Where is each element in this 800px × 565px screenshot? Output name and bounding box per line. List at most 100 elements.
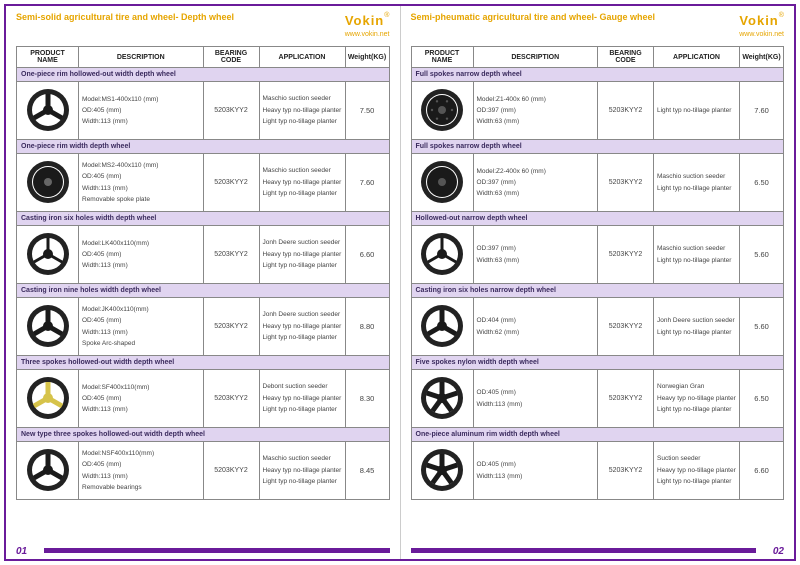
col-bcode: BEARING CODE <box>203 47 259 68</box>
bearing-code-cell: 5203KYY2 <box>598 226 654 284</box>
bearing-code-cell: 5203KYY2 <box>203 82 259 140</box>
brand-url: www.vokin.net <box>345 31 390 38</box>
wheel-icon <box>26 304 70 348</box>
wheel-icon <box>26 232 70 276</box>
product-row: Model:MS2-400x110 (mm)OD:405 (mm)Width:1… <box>17 154 390 212</box>
section-row: New type three spokes hollowed-out width… <box>17 428 390 442</box>
section-row: One-piece rim hollowed-out width depth w… <box>17 68 390 82</box>
weight-cell: 7.60 <box>345 154 389 212</box>
product-image-cell <box>17 82 79 140</box>
page-title-left: Semi-solid agricultural tire and wheel- … <box>16 12 234 22</box>
section-row: Five spokes nylon width depth wheel <box>411 356 784 370</box>
description-cell: Model:SF400x110(mm)OD:405 (mm)Width:113 … <box>79 370 204 428</box>
brand-block: Vokin® www.vokin.net <box>739 12 784 38</box>
col-app: APPLICATION <box>259 47 345 68</box>
section-row: Casting iron nine holes width depth whee… <box>17 284 390 298</box>
description-cell: Model:MS1-400x110 (mm)OD:405 (mm)Width:1… <box>79 82 204 140</box>
description-cell: OD:405 (mm)Width:113 (mm) <box>473 442 598 500</box>
section-row: Full spokes narrow depth wheel <box>411 140 784 154</box>
product-image-cell <box>17 370 79 428</box>
footer-bar <box>44 548 390 553</box>
section-title: Hollowed-out narrow depth wheel <box>411 212 784 226</box>
description-cell: OD:404 (mm)Width:62 (mm) <box>473 298 598 356</box>
product-row: Model:Z1-400x 60 (mm)OD:397 (mm)Width:63… <box>411 82 784 140</box>
product-row: Model:MS1-400x110 (mm)OD:405 (mm)Width:1… <box>17 82 390 140</box>
bearing-code-cell: 5203KYY2 <box>598 82 654 140</box>
bearing-code-cell: 5203KYY2 <box>203 298 259 356</box>
description-cell: Model:JK400x110(mm)OD:405 (mm)Width:113 … <box>79 298 204 356</box>
col-app: APPLICATION <box>654 47 740 68</box>
application-cell: Maschio suction seederLight typ no-tilla… <box>654 154 740 212</box>
reg-mark: ® <box>384 12 389 19</box>
product-table-left: PRODUCT NAME DESCRIPTION BEARING CODE AP… <box>16 46 390 500</box>
product-row: OD:405 (mm)Width:113 (mm)5203KYY2Norwegi… <box>411 370 784 428</box>
col-desc: DESCRIPTION <box>79 47 204 68</box>
weight-cell: 8.45 <box>345 442 389 500</box>
bearing-code-cell: 5203KYY2 <box>203 442 259 500</box>
description-cell: Model:MS2-400x110 (mm)OD:405 (mm)Width:1… <box>79 154 204 212</box>
product-image-cell <box>411 154 473 212</box>
weight-cell: 6.60 <box>345 226 389 284</box>
product-row: OD:404 (mm)Width:62 (mm)5203KYY2Jonh Dee… <box>411 298 784 356</box>
page-header: Semi-pheumatic agricultural tire and whe… <box>411 12 785 40</box>
brand-name: Vokin <box>345 13 384 28</box>
reg-mark: ® <box>779 12 784 19</box>
bearing-code-cell: 5203KYY2 <box>203 154 259 212</box>
col-product: PRODUCT NAME <box>411 47 473 68</box>
col-wt: Weight(KG) <box>345 47 389 68</box>
section-row: One-piece aluminum rim width depth wheel <box>411 428 784 442</box>
product-row: Model:NSF400x110(mm)OD:405 (mm)Width:113… <box>17 442 390 500</box>
section-title: Five spokes nylon width depth wheel <box>411 356 784 370</box>
product-row: Model:LK400x110(mm)OD:405 (mm)Width:113 … <box>17 226 390 284</box>
brand-name: Vokin <box>739 13 778 28</box>
product-image-cell <box>17 298 79 356</box>
weight-cell: 6.60 <box>740 442 784 500</box>
product-row: OD:405 (mm)Width:113 (mm)5203KYY2Suction… <box>411 442 784 500</box>
page-left: Semi-solid agricultural tire and wheel- … <box>6 6 400 559</box>
brand-block: Vokin® www.vokin.net <box>345 12 390 38</box>
bearing-code-cell: 5203KYY2 <box>203 370 259 428</box>
weight-cell: 6.50 <box>740 370 784 428</box>
section-title: Casting iron nine holes width depth whee… <box>17 284 390 298</box>
wheel-icon <box>420 88 464 132</box>
product-image-cell <box>411 298 473 356</box>
page-number-right: 02 <box>773 546 784 557</box>
application-cell: Jonh Deere suction seederHeavy typ no-ti… <box>259 226 345 284</box>
section-row: One-piece rim width depth wheel <box>17 140 390 154</box>
section-title: Full spokes narrow depth wheel <box>411 140 784 154</box>
weight-cell: 8.30 <box>345 370 389 428</box>
product-row: OD:397 (mm)Width:63 (mm)5203KYY2Maschio … <box>411 226 784 284</box>
weight-cell: 7.50 <box>345 82 389 140</box>
footer-bar <box>411 548 757 553</box>
weight-cell: 6.50 <box>740 154 784 212</box>
application-cell: Debont suction seederHeavy typ no-tillag… <box>259 370 345 428</box>
col-wt: Weight(KG) <box>740 47 784 68</box>
bearing-code-cell: 5203KYY2 <box>203 226 259 284</box>
wheel-icon <box>26 88 70 132</box>
product-image-cell <box>411 442 473 500</box>
page-header: Semi-solid agricultural tire and wheel- … <box>16 12 390 40</box>
product-image-cell <box>17 442 79 500</box>
bearing-code-cell: 5203KYY2 <box>598 154 654 212</box>
section-title: Full spokes narrow depth wheel <box>411 68 784 82</box>
col-bcode: BEARING CODE <box>598 47 654 68</box>
weight-cell: 7.60 <box>740 82 784 140</box>
wheel-icon <box>26 448 70 492</box>
section-title: New type three spokes hollowed-out width… <box>17 428 390 442</box>
wheel-icon <box>26 376 70 420</box>
bearing-code-cell: 5203KYY2 <box>598 442 654 500</box>
weight-cell: 5.60 <box>740 298 784 356</box>
wheel-icon <box>420 160 464 204</box>
section-row: Casting iron six holes width depth wheel <box>17 212 390 226</box>
product-table-right: PRODUCT NAME DESCRIPTION BEARING CODE AP… <box>411 46 785 500</box>
col-desc: DESCRIPTION <box>473 47 598 68</box>
section-row: Hollowed-out narrow depth wheel <box>411 212 784 226</box>
product-image-cell <box>411 82 473 140</box>
product-image-cell <box>17 226 79 284</box>
description-cell: OD:405 (mm)Width:113 (mm) <box>473 370 598 428</box>
weight-cell: 5.60 <box>740 226 784 284</box>
bearing-code-cell: 5203KYY2 <box>598 298 654 356</box>
wheel-icon <box>420 376 464 420</box>
application-cell: Maschio suction seederHeavy typ no-tilla… <box>259 154 345 212</box>
wheel-icon <box>420 304 464 348</box>
